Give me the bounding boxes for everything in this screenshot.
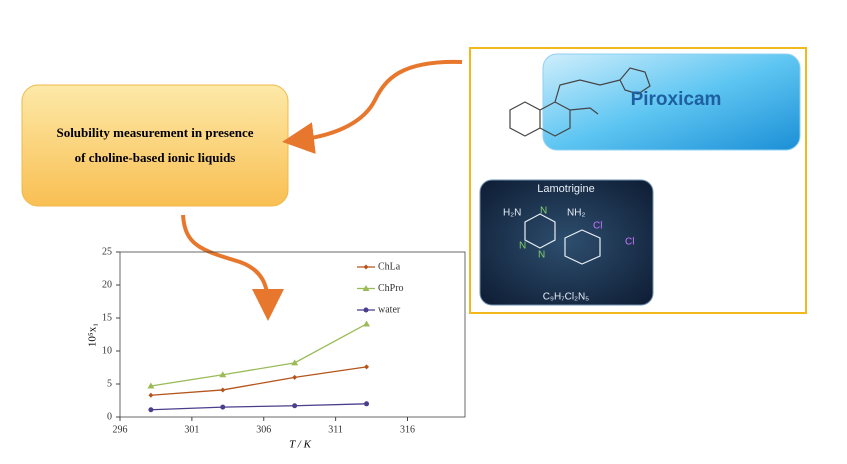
drug-panel (469, 47, 807, 314)
lamotrigine-name: Lamotrigine (537, 183, 594, 195)
x-axis-label: T / K (289, 439, 311, 451)
lamotrigine-card (479, 179, 654, 306)
formula: C₉H₇Cl₂N₅ (543, 292, 589, 303)
marker (220, 404, 226, 410)
chart: T / K 10⁵x₁ 0 5 10 15 20 25 296 301 306 311 316 ChL… (87, 246, 466, 451)
y-tick-label: 15 (102, 312, 112, 323)
marker (291, 359, 299, 366)
x-tick-label: 306 (256, 424, 271, 435)
atom: N (538, 250, 545, 261)
atom: N (519, 241, 526, 252)
y-tick-label: 0 (107, 411, 112, 422)
marker (148, 407, 154, 413)
piroxicam-card (542, 53, 801, 151)
series-line (150, 366, 367, 396)
lamotrigine-structure (524, 213, 601, 265)
piroxicam-structure (509, 67, 651, 137)
y-tick-label: 20 (102, 279, 112, 290)
plot-frame (119, 251, 466, 418)
x-tick-label: 316 (400, 424, 415, 435)
legend-label: ChPro (378, 283, 404, 294)
piroxicam-name: Piroxicam (631, 89, 722, 110)
marker (292, 374, 298, 380)
atom: NH₂ (567, 208, 585, 219)
atom: Cl (625, 237, 634, 248)
x-tick-label: 296 (113, 424, 128, 435)
marker (147, 382, 155, 389)
atom: Cl (593, 221, 602, 232)
x-tick-label: 301 (184, 424, 199, 435)
process-text: of choline-based ionic liquids (75, 150, 236, 165)
arrow (181, 214, 284, 321)
marker (363, 320, 371, 327)
marker (219, 371, 227, 378)
y-tick-label: 5 (107, 378, 112, 389)
y-axis-label: 10⁵x₁ (87, 323, 99, 347)
atom: N (540, 206, 547, 217)
atom: H₂N (503, 208, 521, 219)
marker (220, 387, 226, 393)
legend-marker (363, 264, 369, 270)
series-line (150, 323, 367, 387)
x-tick-label: 311 (328, 424, 343, 435)
legend-marker (362, 285, 370, 291)
y-tick-label: 25 (102, 246, 112, 257)
arrow (282, 59, 463, 154)
marker (148, 392, 154, 398)
legend-label: ChLa (378, 261, 401, 272)
process-text: Solubility measurement in presence (56, 125, 253, 140)
series-line (150, 403, 367, 411)
marker (292, 403, 298, 409)
y-tick-label: 10 (102, 345, 112, 356)
process-box (21, 84, 289, 207)
marker (364, 364, 370, 370)
marker (364, 401, 370, 407)
legend-marker (363, 307, 369, 313)
legend-label: water (378, 304, 401, 315)
